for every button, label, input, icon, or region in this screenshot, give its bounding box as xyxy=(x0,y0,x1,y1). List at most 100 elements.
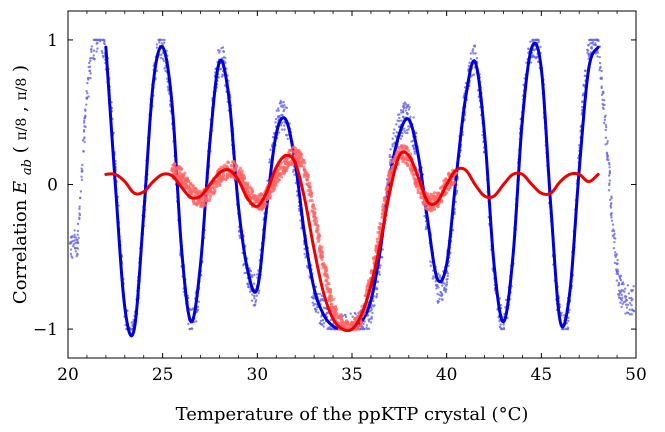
scatter-point xyxy=(333,313,337,318)
scatter-point xyxy=(566,326,570,329)
scatter-point xyxy=(274,181,278,185)
scatter-point xyxy=(620,305,623,309)
scatter-point xyxy=(402,158,406,162)
scatter-point xyxy=(563,314,566,317)
scatter-point xyxy=(325,311,329,314)
x-tick-label-30: 30 xyxy=(247,365,269,385)
scatter-point xyxy=(86,81,89,85)
scatter-point xyxy=(602,107,605,111)
scatter-point xyxy=(318,253,323,257)
scatter-point xyxy=(536,55,539,58)
scatter-point xyxy=(163,41,166,44)
scatter-point xyxy=(240,178,245,182)
scatter-point xyxy=(69,241,72,244)
scatter-point xyxy=(316,305,319,309)
scatter-point xyxy=(631,298,634,301)
scatter-point xyxy=(80,175,83,178)
scatter-point xyxy=(450,182,454,186)
scatter-point xyxy=(183,171,187,175)
scatter-point xyxy=(475,56,479,60)
scatter-point xyxy=(406,148,411,153)
scatter-point xyxy=(71,245,75,248)
scatter-point xyxy=(264,202,268,206)
y-axis-title-sym: E xyxy=(10,181,31,195)
scatter-point xyxy=(323,266,327,270)
scatter-point xyxy=(423,214,426,218)
scatter-point xyxy=(407,125,410,128)
scatter-point xyxy=(73,236,76,239)
scatter-point xyxy=(275,109,278,112)
scatter-point xyxy=(281,169,285,173)
scatter-point xyxy=(601,91,604,94)
scatter-point xyxy=(310,296,314,299)
scatter-point xyxy=(529,61,533,64)
scatter-point xyxy=(360,304,364,308)
scatter-point xyxy=(282,165,286,169)
scatter-point xyxy=(630,308,634,311)
scatter-point xyxy=(402,104,406,107)
scatter-point xyxy=(471,48,475,51)
scatter-point xyxy=(303,252,306,256)
scatter-point xyxy=(318,249,322,253)
scatter-point xyxy=(444,191,449,195)
scatter-point xyxy=(76,238,79,242)
scatter-point xyxy=(630,304,633,307)
scatter-point xyxy=(429,264,433,267)
scatter-point xyxy=(398,116,401,120)
scatter-point xyxy=(400,111,403,114)
scatter-point xyxy=(620,293,623,297)
scatter-point xyxy=(255,294,258,297)
scatter-point xyxy=(618,293,621,297)
scatter-point xyxy=(401,154,405,159)
scatter-point xyxy=(429,260,432,263)
scatter-point xyxy=(279,175,284,179)
scatter-point xyxy=(376,230,380,235)
scatter-point xyxy=(280,121,284,125)
x-axis-title: Temperature of the ppKTP crystal (°C) xyxy=(176,404,529,425)
scatter-point xyxy=(242,262,246,266)
scatter-point xyxy=(344,313,347,317)
scatter-point xyxy=(630,313,633,316)
scatter-point xyxy=(474,52,477,55)
scatter-point xyxy=(527,47,530,51)
scatter-point xyxy=(361,327,364,331)
scatter-point xyxy=(326,276,330,280)
scatter-point xyxy=(90,50,93,54)
scatter-point xyxy=(440,198,444,203)
scatter-point xyxy=(206,193,210,197)
scatter-point xyxy=(90,48,93,51)
scatter-point xyxy=(446,187,451,191)
scatter-point xyxy=(431,277,434,280)
scatter-point xyxy=(193,190,197,194)
scatter-point xyxy=(98,38,102,42)
scatter-point xyxy=(322,325,325,328)
scatter-point xyxy=(317,236,321,240)
scatter-point xyxy=(196,305,200,309)
scatter-point xyxy=(607,174,611,177)
scatter-point xyxy=(407,108,411,111)
scatter-point xyxy=(271,135,275,139)
scatter-point xyxy=(322,321,326,325)
scatter-point xyxy=(73,229,76,232)
scatter-point xyxy=(224,177,228,181)
scatter-point xyxy=(413,150,416,153)
scatter-point xyxy=(321,319,325,322)
scatter-point xyxy=(84,115,87,118)
scatter-point xyxy=(381,248,385,251)
x-tick-label-20: 20 xyxy=(57,365,79,385)
scatter-point xyxy=(363,293,367,298)
scatter-point xyxy=(617,289,621,292)
scatter-point xyxy=(317,233,321,237)
scatter-point xyxy=(257,291,261,295)
scatter-point xyxy=(365,285,369,289)
scatter-point xyxy=(619,301,622,304)
scatter-point xyxy=(158,38,161,42)
scatter-point xyxy=(314,310,318,313)
scatter-point xyxy=(609,206,613,209)
scatter-point xyxy=(586,49,590,52)
scatter-point xyxy=(253,294,256,298)
scatter-point xyxy=(598,55,601,59)
scatter-point xyxy=(615,269,619,273)
scatter-point xyxy=(316,224,320,228)
scatter-point xyxy=(69,252,73,256)
